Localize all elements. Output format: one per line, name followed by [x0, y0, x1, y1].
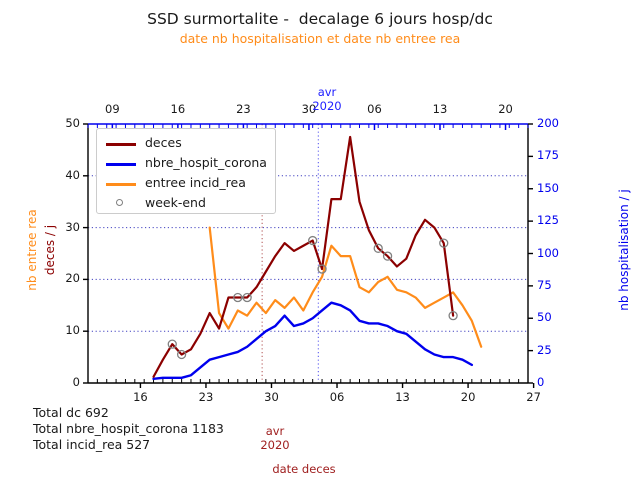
weekend-marker — [373, 243, 383, 253]
legend-item-label: entree incid_rea — [145, 175, 246, 190]
legend-item-label: deces — [145, 135, 182, 150]
bottom-tick-label: 27 — [526, 390, 541, 404]
weekend-marker — [439, 238, 449, 248]
left-tick-label: 50 — [65, 116, 80, 130]
legend-item-entree-incid-rea[interactable]: entree incid_rea — [97, 173, 275, 194]
right-tick-label: 125 — [537, 213, 559, 228]
weekend-marker — [176, 349, 187, 360]
footer-total-line: Total dc 692 — [33, 405, 109, 420]
right-tick-label: 75 — [537, 277, 552, 292]
weekend-marker — [167, 339, 177, 349]
top-tick-label: 23 — [236, 102, 251, 116]
bottom-tick-label: 20 — [460, 390, 476, 404]
top-tick-label: 09 — [105, 102, 120, 116]
top-tick-label: 20 — [498, 102, 513, 116]
weekend-marker — [242, 292, 252, 303]
series-line-nbre-hospit-corona — [152, 301, 474, 381]
left-axis-title-entree-rea: nb entree rea — [25, 209, 39, 291]
right-tick-label: 200 — [537, 116, 559, 130]
right-tick-label: 25 — [537, 342, 552, 357]
weekend-marker — [308, 235, 318, 246]
right-tick-label: 100 — [537, 245, 559, 260]
series-line-deces — [152, 135, 455, 378]
legend-line-swatch — [106, 163, 136, 166]
left-tick-label: 10 — [65, 323, 80, 338]
legend-circle-marker-icon — [116, 199, 123, 206]
right-tick-label: 0 — [537, 375, 545, 389]
right-tick-label: 175 — [537, 148, 559, 163]
bottom-axis-label: date deces — [272, 462, 336, 476]
top-month-annotation-year: 2020 — [312, 99, 342, 113]
left-tick-label: 40 — [65, 167, 80, 182]
right-tick-label: 50 — [537, 310, 552, 325]
top-tick-label: 16 — [170, 102, 186, 116]
top-tick-label: 13 — [432, 102, 448, 116]
bottom-tick-label: 30 — [264, 390, 279, 404]
left-axis-title-deces: deces / j — [43, 224, 57, 276]
legend-line-swatch — [106, 143, 136, 146]
legend-item-label: week-end — [145, 195, 206, 210]
right-axis-title: nb hospitalisation / j — [617, 189, 631, 311]
weekend-marker — [317, 264, 327, 274]
top-tick-label: 30 — [301, 102, 317, 116]
legend-line-swatch — [106, 183, 136, 186]
bottom-month-annotation-avr: avr — [265, 424, 285, 438]
bottom-tick-label: 13 — [395, 390, 410, 404]
legend-item-deces[interactable]: deces — [97, 133, 275, 154]
footer-total-line: Total nbre_hospit_corona 1183 — [33, 421, 224, 436]
chart-subtitle: date nb hospitalisation et date nb entre… — [179, 31, 461, 46]
bottom-tick-label: 16 — [133, 390, 148, 404]
right-tick-label: 150 — [537, 180, 559, 195]
left-tick-label: 0 — [72, 375, 80, 389]
weekend-marker — [448, 311, 458, 321]
left-tick-label: 20 — [65, 271, 80, 286]
top-month-annotation-avr: avr — [317, 85, 337, 99]
legend-item-nbre-hospit-corona[interactable]: nbre_hospit_corona — [97, 153, 275, 174]
series-line-entree-incid-rea — [208, 226, 483, 348]
legend-item-label: nbre_hospit_corona — [145, 155, 267, 170]
footer-total-line: Total incid_rea 527 — [33, 437, 151, 452]
bottom-tick-label: 06 — [329, 390, 345, 404]
chart-title: SSD surmortalite - decalage 6 jours hosp… — [147, 10, 493, 28]
bottom-month-annotation-year: 2020 — [260, 438, 290, 452]
left-tick-label: 30 — [65, 219, 80, 234]
bottom-tick-label: 23 — [198, 390, 214, 404]
top-tick-label: 06 — [367, 102, 382, 116]
legend-item-week-end[interactable]: week-end — [97, 193, 275, 214]
weekend-marker — [233, 292, 243, 303]
weekend-marker — [382, 251, 393, 261]
